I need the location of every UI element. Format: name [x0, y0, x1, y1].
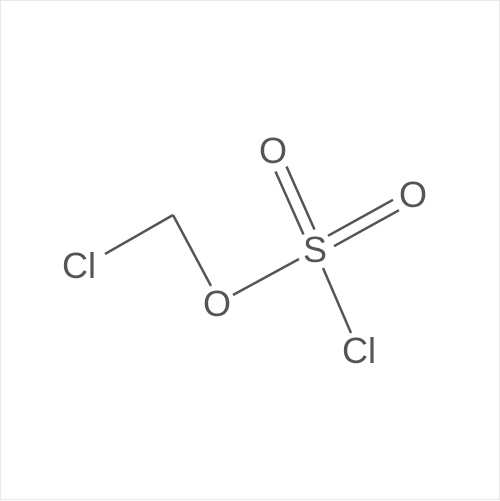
- molecule-diagram: Cl O S O O Cl: [0, 0, 500, 500]
- atom-cl2: Cl: [342, 330, 376, 372]
- atom-o2: O: [259, 130, 287, 172]
- bond-single: [173, 215, 211, 286]
- atom-s: S: [303, 229, 327, 271]
- bond-single: [105, 215, 173, 254]
- bond-single: [233, 259, 299, 295]
- bond-single: [323, 268, 351, 333]
- atom-cl1: Cl: [62, 245, 96, 287]
- atom-o3: O: [399, 174, 427, 216]
- bond-double: [287, 167, 315, 230]
- atom-o1: O: [203, 283, 231, 325]
- bond-double: [276, 172, 304, 235]
